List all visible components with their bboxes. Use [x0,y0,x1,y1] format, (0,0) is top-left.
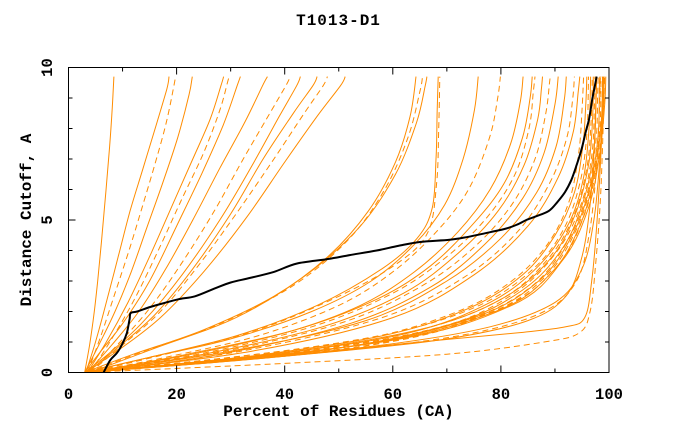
curve-model-11 [87,76,318,373]
curve-model-07 [84,76,241,373]
curve-model-23 [84,76,536,373]
curve-model-29 [84,76,581,373]
curve-model-02 [85,76,170,373]
curve-model-01 [84,76,115,373]
y-tick-label: 5 [39,215,57,224]
curve-model-46 [87,76,604,373]
curve-model-16 [89,76,428,373]
curve-model-17 [84,76,439,373]
x-tick-label: 20 [167,386,186,404]
y-tick-label: 0 [39,368,57,377]
y-axis-label: Distance Cutoff, A [18,133,36,307]
curve-model-15 [87,76,423,373]
curve-model-26 [90,76,559,373]
curves-layer [84,76,607,373]
curve-model-04 [84,76,193,373]
curve-model-40 [84,76,602,373]
curve-model-48 [84,76,606,373]
curve-model-30 [84,76,585,373]
x-tick-label: 60 [383,386,402,404]
curve-model-41 [90,76,603,373]
curve-model-47 [84,76,605,373]
curve-model-37 [90,76,598,373]
x-tick-label: 40 [275,386,294,404]
curve-model-12 [89,76,328,373]
curve-model-35 [87,76,594,373]
curve-model-32 [84,76,589,373]
chart-title: T1013-D1 [296,12,381,30]
curve-model-14 [84,76,417,373]
x-axis-label: Percent of Residues (CA) [223,403,454,421]
curve-model-38 [84,76,599,373]
curve-model-10 [84,76,301,373]
x-tick-label: 100 [595,386,623,404]
curve-model-20 [87,76,501,373]
tick-labels-layer: 0 20 40 60 80 100 0 5 10 [39,58,623,404]
curve-model-21 [84,76,524,373]
axes-layer [68,67,610,373]
curve-model-08 [87,76,268,373]
curve-model-22 [90,76,533,373]
curve-model-06 [89,76,230,373]
curve-model-03 [86,76,176,373]
y-tick-label: 10 [39,58,57,77]
curve-model-13 [84,76,346,373]
x-tick-label: 0 [64,386,73,404]
curve-model-19 [84,76,479,373]
curve-model-31 [87,76,588,373]
curve-reference-model [102,76,598,373]
x-tick-label: 80 [492,386,511,404]
curve-model-28 [87,76,575,373]
curve-model-25 [84,76,551,373]
curve-model-05 [86,76,225,373]
curve-model-27 [84,76,567,373]
curve-model-24 [87,76,543,373]
